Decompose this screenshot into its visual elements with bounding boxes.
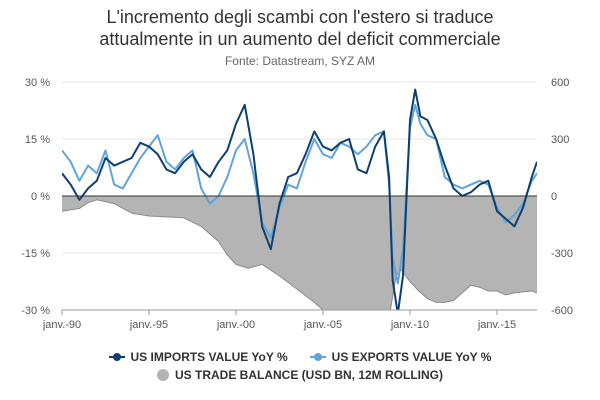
y-left-tick-label: 0 % — [31, 191, 50, 203]
chart-title: L'incremento degli scambi con l'estero s… — [0, 6, 600, 50]
y-right-tick-label: -600 — [551, 305, 573, 317]
y-left-tick-label: 30 % — [25, 77, 50, 89]
y-left-tick-label: -30 % — [21, 305, 50, 317]
legend-item-imports[interactable]: US IMPORTS VALUE YoY % — [108, 350, 288, 364]
y-left-tick-label: -15 % — [21, 248, 50, 260]
legend-item-exports[interactable]: US EXPORTS VALUE YoY % — [309, 350, 492, 364]
x-tick-label: janv.-00 — [216, 319, 255, 331]
x-tick-label: janv.-05 — [303, 319, 342, 331]
y-right-tick-label: -300 — [551, 248, 573, 260]
legend-item-balance[interactable]: US TRADE BALANCE (USD BN, 12M ROLLING) — [156, 368, 443, 382]
exports-line — [62, 103, 537, 285]
y-left-tick-label: 15 % — [25, 134, 50, 146]
y-right-tick-label: 300 — [551, 134, 569, 146]
x-tick-label: janv.-90 — [42, 319, 81, 331]
y-right-tick-label: 0 — [551, 191, 557, 203]
x-tick-label: janv.-10 — [390, 319, 429, 331]
x-tick-label: janv.-15 — [477, 319, 516, 331]
legend-balance-marker — [156, 369, 169, 381]
chart-subtitle: Fonte: Datastream, SYZ AM — [224, 54, 376, 68]
legend-exports-label: US EXPORTS VALUE YoY % — [331, 350, 492, 364]
y-right-tick-label: 600 — [551, 77, 569, 89]
x-tick-label: janv.-95 — [129, 319, 168, 331]
legend-imports-label: US IMPORTS VALUE YoY % — [130, 350, 288, 364]
legend-imports-marker — [108, 353, 125, 361]
legend-balance-label: US TRADE BALANCE (USD BN, 12M ROLLING) — [174, 368, 443, 382]
trade-balance-area — [62, 196, 537, 310]
title-line-1: L'incremento degli scambi con l'estero s… — [106, 7, 494, 27]
title-line-2: attualmente in un aumento del deficit co… — [99, 29, 501, 49]
imports-line — [62, 88, 537, 310]
trade-balance-edge — [62, 199, 537, 310]
legend: US IMPORTS VALUE YoY % US EXPORTS VALUE … — [0, 348, 600, 384]
legend-exports-marker — [309, 353, 326, 361]
